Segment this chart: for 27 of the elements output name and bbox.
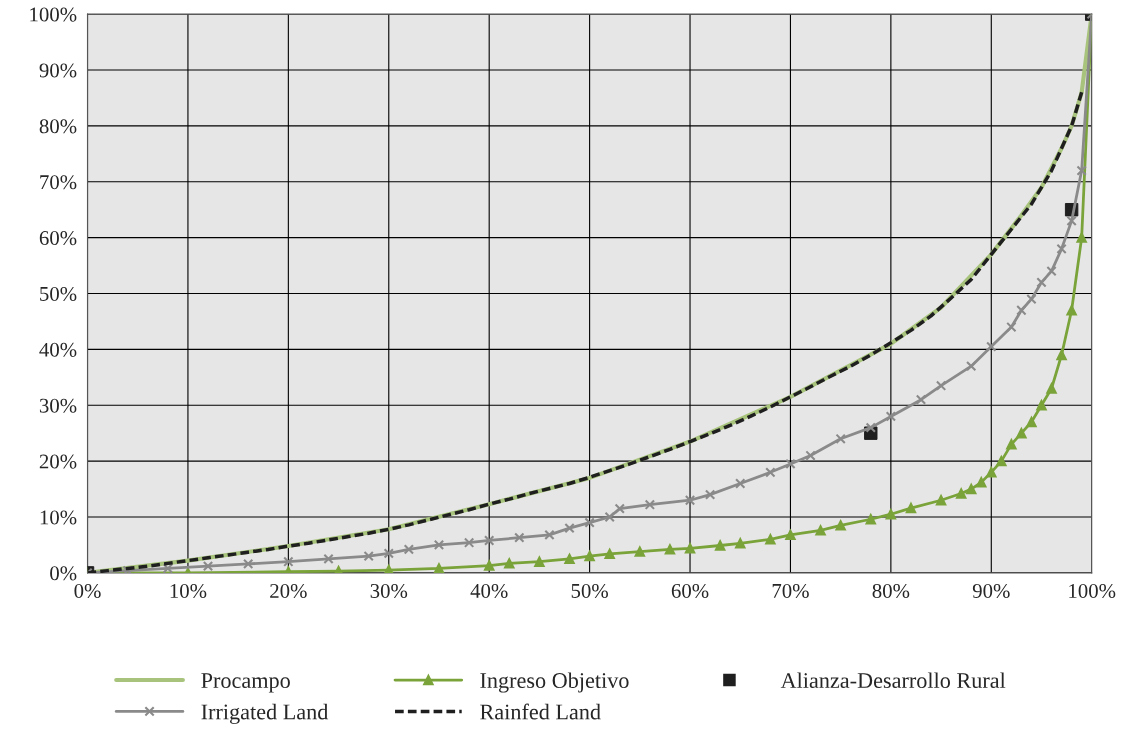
y-tick-label: 40%: [39, 342, 77, 357]
legend-label: Alianza-Desarrollo Rural: [780, 672, 1006, 689]
x-tick-label: 80%: [872, 583, 910, 599]
y-tick-label: 70%: [40, 175, 77, 190]
legend-label: Rainfed Land: [480, 703, 601, 720]
x-tick-label: 100%: [1069, 583, 1116, 599]
legend-label: Irrigated Land: [201, 703, 329, 724]
y-tick-label: 100%: [30, 7, 77, 22]
y-tick-label: 90%: [39, 63, 77, 78]
x-tick-label: 40%: [470, 583, 508, 599]
y-tick-label: 10%: [40, 510, 77, 525]
y-tick-label: 30%: [39, 398, 77, 413]
x-tick-label: 0%: [74, 583, 101, 599]
y-tick-label: 0%: [50, 566, 77, 581]
legend-label: Procampo: [201, 673, 290, 693]
x-tick-label: 10%: [170, 583, 207, 599]
x-tick-label: 90%: [972, 583, 1010, 599]
x-tick-label: 50%: [571, 583, 608, 599]
y-tick-label: 20%: [39, 454, 77, 469]
x-tick-label: 70%: [772, 583, 809, 599]
y-tick-label: 60%: [39, 231, 77, 246]
y-tick-label: 80%: [39, 119, 77, 134]
legend-label: Ingreso Objetivo: [480, 672, 629, 693]
x-tick-label: 60%: [671, 583, 709, 599]
x-tick-label: 30%: [370, 583, 408, 599]
y-tick-label: 50%: [40, 286, 77, 302]
x-tick-label: 20%: [270, 583, 307, 599]
